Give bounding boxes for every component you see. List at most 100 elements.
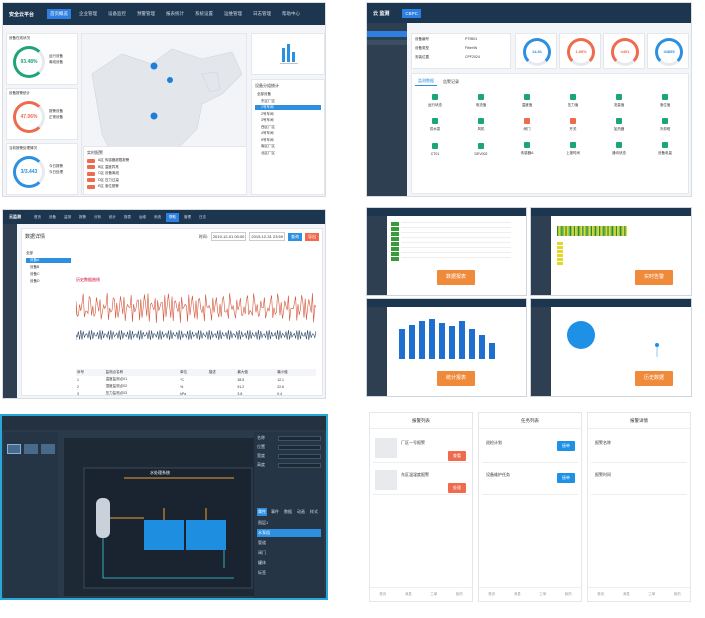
tab-bar-item[interactable]: 消息 — [404, 592, 412, 596]
property-tab[interactable]: 事件 — [271, 509, 279, 514]
tree-item[interactable]: 全部设备 — [257, 92, 271, 96]
cell[interactable]: 风机 — [461, 118, 501, 132]
cell[interactable]: 冷却塔 — [645, 118, 685, 132]
tree-item[interactable]: 2号车间 — [261, 111, 274, 116]
alarm-row[interactable]: C区 设备离线 — [87, 171, 243, 176]
alarm-row[interactable]: D区 压力过高 — [87, 178, 243, 183]
nav-item[interactable]: 帮助 — [166, 212, 179, 222]
sidebar-item-active[interactable] — [367, 31, 407, 37]
action-button[interactable]: 查看 — [448, 451, 466, 461]
tab-bar-item[interactable]: 工单 — [539, 592, 547, 596]
nav-item[interactable]: 设备监控 — [108, 11, 127, 16]
property-tab[interactable]: 样式 — [310, 509, 318, 514]
component-thumb[interactable] — [24, 444, 38, 454]
cell[interactable]: 温度值 — [507, 94, 547, 108]
cell[interactable]: 压力值 — [553, 94, 593, 108]
tab-bar-item[interactable]: 工单 — [648, 592, 656, 596]
tab-bar-item[interactable]: 首页 — [597, 592, 605, 596]
nav-item[interactable]: 首页概览 — [47, 9, 72, 19]
action-button[interactable]: 接单 — [557, 473, 575, 483]
nav-item[interactable]: 监测 — [64, 214, 71, 219]
list-item[interactable]: 报警名称 — [591, 435, 687, 463]
tree-item[interactable]: 设备D — [30, 279, 40, 283]
history-button[interactable]: 历史数据 — [635, 371, 673, 386]
report-button[interactable]: 数据报表 — [437, 270, 475, 285]
tree-item[interactable]: 设备C — [30, 272, 40, 276]
nav-item[interactable]: 报表 — [124, 214, 131, 219]
tree-item[interactable]: 4号车间 — [261, 131, 274, 135]
cell[interactable]: 上报时间 — [553, 142, 593, 156]
action-button[interactable]: 处理 — [448, 483, 466, 493]
list-item[interactable]: 巡检计划 接单 — [482, 435, 578, 463]
tree-item[interactable]: 3号车间 — [261, 118, 274, 122]
stats-button[interactable]: 统计报表 — [437, 371, 475, 386]
list-item[interactable]: 厂区一号报警 查看 — [373, 435, 469, 463]
nav-item[interactable]: 日志管理 — [253, 11, 272, 16]
alarm-row[interactable]: A区 传感器超限报警 — [87, 158, 243, 163]
nav-item[interactable]: 企业管理 — [79, 11, 98, 16]
tree-item[interactable]: 东区厂区 — [261, 98, 275, 103]
canvas[interactable]: 水处理系统 — [64, 438, 254, 596]
date-from-input[interactable]: 2019-12-01 00:00 — [210, 232, 247, 241]
nav-item[interactable]: 系统 — [154, 214, 161, 219]
tree-item[interactable]: 全部 — [26, 251, 33, 255]
action-button[interactable]: 接单 — [557, 441, 575, 451]
layer-item[interactable]: 图层1 — [258, 520, 269, 525]
cell[interactable]: 开关 — [553, 118, 593, 132]
layer-item[interactable]: 水泵组 — [257, 529, 321, 537]
cell[interactable]: CT01 — [415, 142, 455, 156]
property-tab[interactable]: 数据 — [284, 509, 292, 514]
sidebar-item[interactable] — [367, 40, 407, 45]
nav-item[interactable]: 预警管理 — [137, 11, 156, 16]
list-item[interactable]: 东区温湿度报警 处理 — [373, 467, 469, 495]
tab-bar-item[interactable]: 我的 — [673, 592, 681, 596]
cell[interactable]: 阀门 — [507, 118, 547, 132]
nav-item[interactable]: 帮助中心 — [282, 11, 301, 16]
cell[interactable]: DEV002 — [461, 142, 501, 156]
table-row[interactable]: 2 湿度监测点02% 91.2 22.6 — [76, 383, 316, 390]
tab-bar-item[interactable]: 首页 — [488, 592, 496, 596]
property-input[interactable] — [278, 462, 321, 468]
device-title[interactable]: CBPC — [402, 8, 421, 18]
nav-item[interactable]: 运维 — [139, 214, 146, 219]
tree-item[interactable]: 设备A — [26, 258, 71, 263]
tab-bar-item[interactable]: 工单 — [430, 592, 438, 596]
nav-item[interactable]: 系统设置 — [195, 11, 214, 16]
export-button[interactable]: 导出 — [305, 232, 319, 241]
tree-item[interactable]: 5号车间 — [261, 137, 274, 142]
tab-bar-item[interactable]: 消息 — [513, 592, 521, 596]
tree-item[interactable]: 设备B — [30, 265, 40, 269]
cell[interactable]: 加热器 — [599, 118, 639, 132]
query-button[interactable]: 查询 — [288, 232, 302, 241]
nav-item[interactable]: 统计 — [109, 214, 116, 219]
nav-item[interactable]: 设备 — [49, 214, 56, 219]
table-row[interactable]: 1 温度监测点01 ℃ 38.5 12.1 — [76, 376, 316, 383]
cell[interactable]: 传感器A — [507, 142, 547, 156]
cell[interactable]: 设备电量 — [645, 142, 685, 156]
tab[interactable]: 告警记录 — [443, 78, 459, 84]
cell[interactable]: 供水泵 — [415, 118, 455, 132]
property-tab[interactable]: 动画 — [297, 509, 305, 514]
tree-item[interactable]: 西区厂区 — [261, 124, 275, 129]
tree-item[interactable]: 北区厂区 — [261, 150, 275, 155]
property-input[interactable] — [278, 453, 321, 459]
tree-item[interactable]: 1号车间 — [255, 105, 321, 110]
cell[interactable]: 通讯状态 — [599, 142, 639, 156]
tree-item[interactable]: 南区厂区 — [261, 144, 275, 148]
alarm-button[interactable]: 实时告警 — [635, 270, 673, 285]
layer-item[interactable]: 标签 — [258, 570, 266, 575]
cell[interactable]: 流量值 — [599, 94, 639, 108]
cell[interactable]: 液位值 — [645, 94, 685, 108]
nav-item[interactable]: 日志 — [199, 214, 206, 219]
property-tab[interactable]: 属性 — [257, 508, 267, 516]
cell[interactable]: 运行状态 — [415, 94, 455, 108]
layer-item[interactable]: 阀门 — [258, 550, 266, 555]
tab[interactable]: 监测数据 — [415, 77, 437, 86]
tab-bar-item[interactable]: 我的 — [564, 592, 572, 596]
map-marker-group[interactable] — [150, 62, 174, 120]
component-thumb[interactable] — [41, 444, 55, 454]
nav-item[interactable]: 首页 — [34, 214, 41, 219]
alarm-row[interactable]: E区 液位报警 — [87, 184, 243, 189]
nav-item[interactable]: 报警 — [79, 214, 86, 219]
tab-bar-item[interactable]: 我的 — [455, 592, 463, 596]
